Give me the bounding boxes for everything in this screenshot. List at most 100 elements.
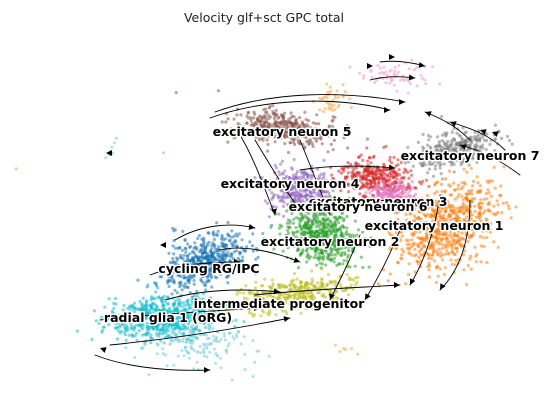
cell-point <box>204 246 208 250</box>
cell-point <box>299 311 303 315</box>
cell-point <box>249 130 253 134</box>
cell-point <box>330 105 334 109</box>
cell-point <box>389 245 393 249</box>
cell-point <box>318 127 322 131</box>
cell-point <box>493 213 497 217</box>
cell-point <box>162 151 165 155</box>
cell-point <box>282 125 286 129</box>
cell-point <box>172 339 176 343</box>
cell-point <box>221 242 225 246</box>
cell-point <box>280 159 285 163</box>
cell-point <box>442 195 446 200</box>
cell-point <box>326 257 330 261</box>
cell-point <box>346 171 350 175</box>
cell-point <box>309 184 314 188</box>
cell-point <box>403 161 408 165</box>
cell-point <box>496 245 500 249</box>
cell-point <box>274 128 278 132</box>
cell-point <box>325 82 329 86</box>
cell-point <box>270 191 274 195</box>
cell-point <box>346 161 350 165</box>
cell-point <box>205 253 209 257</box>
cell-point <box>193 241 197 245</box>
cell-point <box>347 276 352 280</box>
cell-point <box>282 134 286 138</box>
cell-point <box>141 346 145 350</box>
cell-point <box>330 181 334 185</box>
cell-point <box>292 217 296 221</box>
cell-point <box>430 253 434 257</box>
cell-point <box>308 190 312 194</box>
cell-point <box>468 143 472 147</box>
cell-point <box>274 313 278 317</box>
cell-point <box>373 81 377 84</box>
cell-point <box>352 186 356 190</box>
cell-point <box>113 141 117 145</box>
cell-point <box>219 337 223 341</box>
cell-point <box>361 185 365 189</box>
cell-point <box>415 66 419 70</box>
cell-point <box>449 193 454 197</box>
cell-point <box>473 204 477 208</box>
cell-point <box>438 159 442 163</box>
cell-point <box>282 119 286 123</box>
cell-point <box>371 187 375 192</box>
cell-point <box>353 264 357 268</box>
cell-point <box>457 157 461 161</box>
cell-point <box>446 147 450 152</box>
cell-point <box>295 277 299 281</box>
cell-point <box>172 363 176 367</box>
cell-point <box>466 264 470 268</box>
cell-point <box>245 114 249 118</box>
cell-point <box>202 242 206 246</box>
cell-point <box>343 252 347 257</box>
cell-point <box>183 246 187 250</box>
cell-point <box>399 78 402 82</box>
cell-point <box>328 85 332 89</box>
cell-point <box>336 183 340 187</box>
cell-point <box>435 190 439 194</box>
cell-point <box>437 209 441 213</box>
cell-point <box>279 162 283 166</box>
cell-point <box>321 285 325 289</box>
cell-point <box>405 187 409 191</box>
cell-point <box>427 230 431 234</box>
cell-point <box>227 127 231 131</box>
cell-point <box>376 64 380 67</box>
cell-point <box>263 133 267 137</box>
cell-point <box>393 66 397 69</box>
cell-point <box>291 184 295 188</box>
cell-point <box>464 195 468 199</box>
cell-point <box>171 257 175 261</box>
cell-point <box>392 208 396 213</box>
cell-point <box>226 220 230 225</box>
cell-point <box>277 136 281 141</box>
cell-point <box>449 163 454 167</box>
cell-point <box>485 197 489 201</box>
cell-point <box>265 149 270 153</box>
cell-point <box>395 173 399 178</box>
cell-point <box>149 325 153 329</box>
cell-point <box>314 225 318 229</box>
cell-point <box>454 240 458 245</box>
cell-point <box>473 245 477 249</box>
cell-point <box>185 303 189 307</box>
cell-point <box>294 226 298 230</box>
cell-point <box>277 134 281 138</box>
cell-point <box>382 72 386 76</box>
cell-point <box>437 211 441 216</box>
cell-point <box>343 90 347 94</box>
cell-point <box>449 209 453 213</box>
cell-point <box>443 252 447 256</box>
cell-point <box>454 150 458 154</box>
cell-point <box>455 227 459 232</box>
cell-point <box>304 131 308 135</box>
cell-point <box>462 141 466 145</box>
cell-point <box>236 330 240 334</box>
cell-point <box>362 76 366 80</box>
cell-point <box>424 178 429 182</box>
cell-point <box>438 166 442 170</box>
cell-point <box>301 126 306 130</box>
cell-point <box>284 121 289 126</box>
